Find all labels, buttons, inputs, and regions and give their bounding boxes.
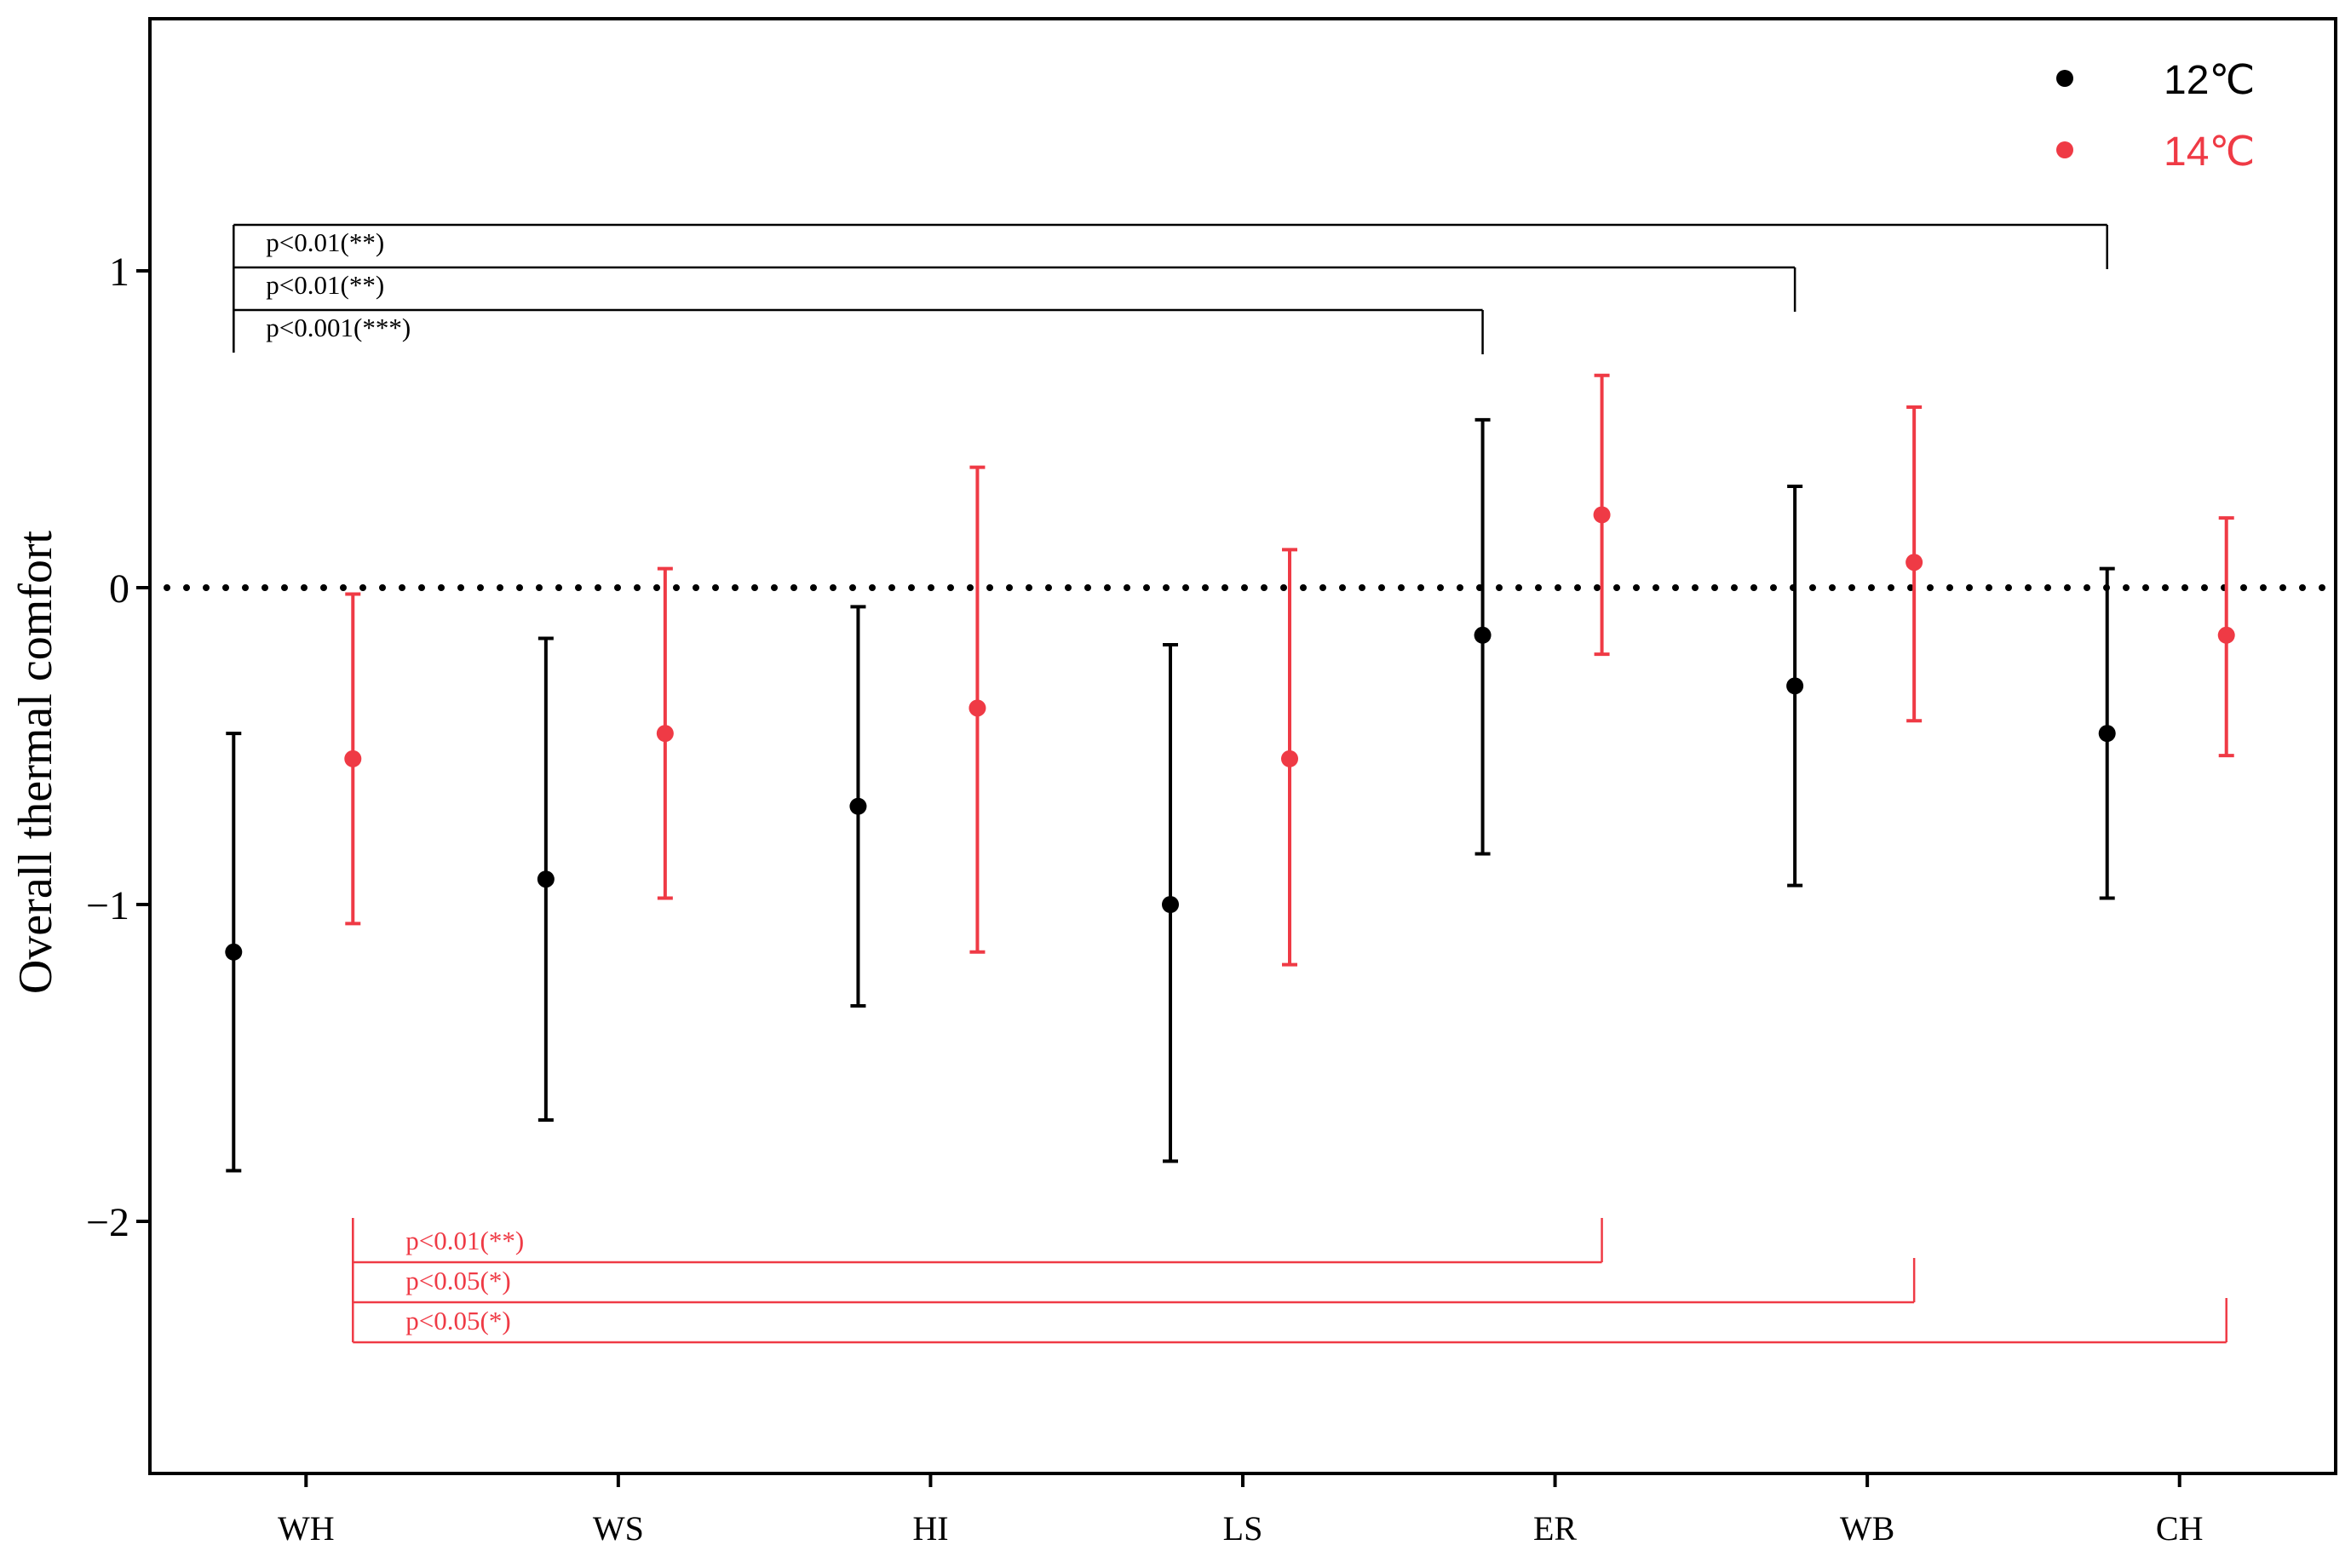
y-tick-label: 1 bbox=[109, 250, 129, 295]
significance-bracket: p<0.05(*) bbox=[352, 1218, 2227, 1344]
significance-bracket: p<0.01(**) bbox=[233, 223, 2108, 353]
mean-point bbox=[225, 943, 243, 961]
p-value-label: p<0.01(**) bbox=[266, 270, 384, 300]
y-tick-label: −1 bbox=[86, 883, 129, 928]
x-tick-label: WB bbox=[1840, 1509, 1894, 1548]
mean-point bbox=[344, 750, 362, 767]
mean-point bbox=[969, 699, 986, 717]
mean-point bbox=[1906, 554, 1923, 571]
series-0 bbox=[225, 417, 2116, 1173]
p-value-label: p<0.05(*) bbox=[405, 1266, 510, 1295]
mean-point bbox=[2098, 725, 2116, 743]
legend-label: 14℃ bbox=[2164, 129, 2255, 175]
p-value-label: p<0.001(***) bbox=[266, 313, 411, 342]
p-value-label: p<0.01(**) bbox=[266, 227, 384, 257]
significance-bracket: p<0.01(**) bbox=[352, 1218, 1603, 1264]
series-1 bbox=[344, 373, 2235, 967]
x-tick-label: WS bbox=[593, 1509, 644, 1548]
x-tick-label: WH bbox=[278, 1509, 335, 1548]
significance-brackets: p<0.01(**) p<0.01(**) p<0.001(***) p<0.01(*… bbox=[233, 223, 2227, 1344]
x-tick-label: ER bbox=[1533, 1509, 1577, 1548]
significance-bracket: p<0.05(*) bbox=[352, 1218, 1916, 1304]
legend-marker bbox=[2056, 141, 2073, 158]
x-tick-label: CH bbox=[2156, 1509, 2204, 1548]
mean-point bbox=[656, 725, 674, 743]
mean-point bbox=[537, 870, 555, 888]
x-tick-label: LS bbox=[1223, 1509, 1263, 1548]
mean-point bbox=[1786, 677, 1804, 695]
axes: 1 0 −1 −2 WH WS HI LS ER WB CH bbox=[86, 17, 2337, 1548]
mean-point bbox=[849, 797, 867, 815]
data-series bbox=[225, 373, 2235, 1173]
mean-point bbox=[1162, 896, 1179, 913]
mean-point bbox=[2217, 626, 2235, 644]
mean-point bbox=[1474, 626, 1492, 644]
legend-marker bbox=[2056, 70, 2073, 87]
legend: 12℃ 14℃ bbox=[2056, 58, 2255, 175]
significance-bracket: p<0.01(**) bbox=[233, 266, 1796, 353]
y-axis-label: Overall thermal comfort bbox=[9, 530, 62, 994]
p-value-label: p<0.05(*) bbox=[405, 1306, 510, 1335]
x-tick-label: HI bbox=[912, 1509, 948, 1548]
legend-label: 12℃ bbox=[2164, 58, 2255, 103]
mean-point bbox=[1281, 750, 1298, 767]
p-value-label: p<0.01(**) bbox=[405, 1226, 524, 1255]
significance-bracket: p<0.001(***) bbox=[233, 308, 1484, 354]
y-tick-label: 0 bbox=[109, 566, 129, 612]
mean-point bbox=[1593, 506, 1611, 524]
y-tick-label: −2 bbox=[86, 1200, 129, 1245]
